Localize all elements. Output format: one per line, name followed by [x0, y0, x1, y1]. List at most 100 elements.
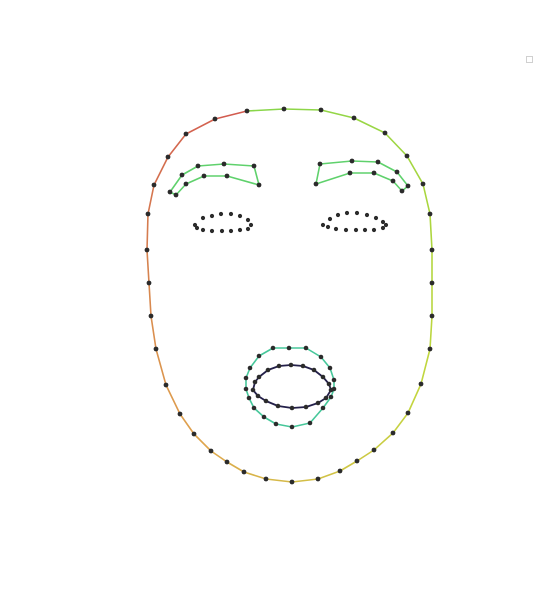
landmark-point [218, 211, 224, 217]
landmark-connector [422, 183, 431, 215]
landmark-point [256, 374, 262, 380]
landmark-point [221, 161, 227, 167]
landmark-point [179, 172, 185, 178]
landmark-connector [283, 108, 322, 111]
landmark-connector [396, 171, 409, 187]
landmark-point [405, 183, 411, 189]
landmark-point [209, 213, 215, 219]
landmark-point [151, 182, 157, 188]
landmark-point [335, 212, 341, 218]
landmark-connector [291, 406, 307, 409]
landmark-point [364, 212, 370, 218]
landmark-point [201, 173, 207, 179]
landmark-point [326, 381, 332, 387]
landmark-connector [249, 355, 260, 369]
landmark-point [429, 280, 435, 286]
outer-lips [243, 345, 337, 430]
jaw-outline [144, 106, 435, 485]
landmark-point [163, 382, 169, 388]
landmark-point [251, 405, 257, 411]
landmark-connector [147, 184, 155, 215]
landmark-point [146, 280, 152, 286]
landmark-point [404, 153, 410, 159]
landmark-point [177, 411, 183, 417]
landmark-point [273, 421, 279, 427]
landmark-point [256, 353, 262, 359]
landmark-connector [315, 163, 321, 185]
landmark-point [248, 222, 254, 228]
landmark-point [300, 363, 306, 369]
right-eye [320, 210, 389, 233]
landmark-connector [277, 405, 293, 409]
landmark-point [429, 313, 435, 319]
landmark-point [354, 210, 360, 216]
landmark-point [148, 313, 154, 319]
landmark-connector [146, 249, 150, 284]
landmark-point [349, 158, 355, 164]
landmark-point [323, 395, 329, 401]
landmark-point [303, 404, 309, 410]
landmark-point [315, 476, 321, 482]
landmark-point [383, 222, 389, 228]
landmark-point [200, 215, 206, 221]
landmark-point [228, 211, 234, 217]
landmark-connector [265, 478, 293, 483]
landmark-connector [407, 383, 422, 414]
landmark-point [212, 116, 218, 122]
landmark-connector [377, 161, 398, 173]
corner-square-icon [526, 56, 533, 63]
landmark-point [343, 227, 349, 233]
left-eye [192, 211, 254, 234]
landmark-point [250, 387, 256, 393]
landmark-connector [319, 160, 353, 165]
landmark-point [318, 354, 324, 360]
landmark-point [351, 115, 357, 121]
landmark-point [265, 367, 271, 373]
landmark-point [371, 170, 377, 176]
landmark-connector [193, 433, 212, 452]
landmark-connector [320, 109, 355, 119]
landmark-connector [167, 133, 187, 158]
landmark-point [318, 107, 324, 113]
landmark-point [144, 247, 150, 253]
landmark-connector [226, 175, 260, 186]
landmark-point [347, 170, 353, 176]
landmark-connector [226, 461, 245, 473]
landmark-point [353, 227, 359, 233]
landmark-point [313, 181, 319, 187]
landmark-point [390, 430, 396, 436]
landmark-connector [353, 117, 386, 134]
landmark-connector [429, 213, 433, 251]
landmark-point [394, 169, 400, 175]
landmark-point [183, 131, 189, 137]
landmark-connector [317, 470, 341, 480]
landmark-point [237, 227, 243, 233]
landmark-point [382, 130, 388, 136]
landmark-point [263, 476, 269, 482]
landmark-connector [373, 432, 394, 451]
landmark-point [327, 365, 333, 371]
landmark-point [371, 447, 377, 453]
landmark-point [208, 448, 214, 454]
landmark-point [344, 210, 350, 216]
landmark-point [194, 225, 200, 231]
landmark-point [333, 226, 339, 232]
landmark-connector [320, 356, 331, 369]
landmark-point [192, 222, 198, 228]
landmark-connector [315, 172, 351, 185]
landmark-point [263, 398, 269, 404]
landmark-connector [179, 413, 195, 435]
landmark-connector [169, 174, 183, 193]
landmark-point [261, 414, 267, 420]
landmark-point [362, 227, 368, 233]
landmark-point [246, 395, 252, 401]
landmark-point [145, 211, 151, 217]
landmark-connector [146, 213, 149, 251]
landmark-point [320, 222, 326, 228]
landmark-connector [197, 163, 225, 167]
left-eyebrow [167, 161, 262, 198]
landmark-connector [223, 163, 255, 167]
landmark-point [399, 188, 405, 194]
landmark-connector [181, 165, 199, 176]
landmark-point [375, 159, 381, 165]
